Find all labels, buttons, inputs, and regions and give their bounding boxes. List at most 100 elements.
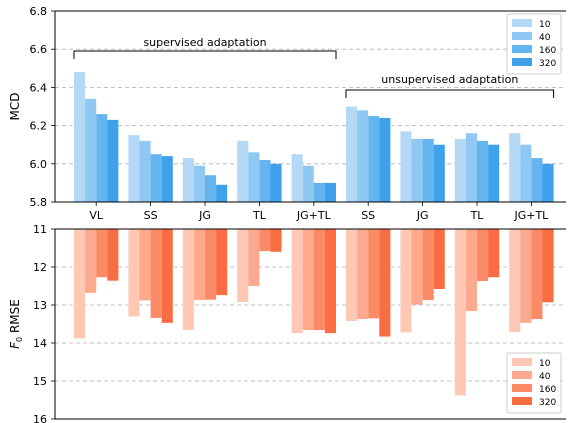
bar	[85, 98, 97, 202]
bar	[128, 135, 140, 202]
annotation-bracket	[73, 50, 337, 59]
bar	[205, 175, 217, 202]
y-tick-label: 6.8	[30, 5, 48, 18]
bar	[237, 229, 249, 302]
x-tick-label: VL	[89, 209, 104, 222]
bar	[96, 114, 108, 202]
legend-swatch	[512, 45, 532, 53]
bar	[346, 106, 358, 202]
legend-swatch	[512, 19, 532, 27]
y-tick-label: 5.8	[30, 196, 48, 209]
bar	[542, 229, 554, 303]
f0-rmse-panel: 11 12 13 14 15 16 F0 RMSE 10 40 160 320	[8, 223, 566, 423]
bar	[422, 138, 434, 202]
x-tick-label: JG+TL	[296, 209, 332, 222]
bar	[324, 229, 336, 334]
annotation-label: unsupervised adaptation	[381, 73, 518, 86]
bar	[139, 140, 151, 202]
bar	[248, 152, 260, 202]
bar	[85, 229, 97, 293]
bar	[150, 229, 162, 318]
bar	[411, 229, 423, 305]
legend-label: 160	[539, 385, 556, 395]
annotation-label: supervised adaptation	[143, 36, 266, 49]
y-tick-label: 6.6	[30, 43, 48, 56]
bar	[488, 144, 500, 202]
bar	[346, 229, 358, 321]
bar	[302, 229, 314, 331]
bar	[237, 140, 249, 202]
bar	[128, 229, 140, 317]
legend-swatch	[512, 384, 532, 392]
bar	[368, 229, 380, 319]
legend-label: 10	[539, 20, 551, 30]
x-tick-label: TL	[470, 209, 485, 222]
y-tick-label: 13	[33, 299, 47, 312]
bar	[74, 72, 86, 203]
bar	[193, 165, 205, 202]
bar	[291, 154, 303, 202]
bar	[520, 144, 532, 202]
bar	[357, 110, 369, 202]
bar	[433, 229, 445, 290]
legend-label: 160	[539, 46, 556, 56]
bar	[259, 159, 271, 202]
bar	[531, 158, 543, 202]
y-tick-label: 11	[33, 223, 47, 236]
bar	[433, 144, 445, 202]
y-tick-label: 12	[33, 261, 47, 274]
bar	[193, 229, 205, 301]
bar	[454, 229, 466, 396]
x-tick-label: TL	[252, 209, 267, 222]
bar	[313, 229, 325, 331]
legend-label: 40	[539, 372, 551, 382]
legend-swatch	[512, 58, 532, 66]
bar	[520, 229, 532, 323]
legend-label: 320	[539, 398, 556, 408]
y-tick-label: 6.4	[30, 81, 48, 94]
bar	[161, 229, 173, 323]
bar	[465, 229, 477, 312]
bar	[379, 229, 391, 337]
y-axis-label: MCD	[8, 93, 22, 121]
bar	[313, 182, 325, 202]
bar	[182, 158, 194, 202]
bar	[411, 138, 423, 202]
bar	[96, 229, 108, 278]
y-tick-label: 6.0	[30, 158, 48, 171]
legend-label: 10	[539, 359, 551, 369]
bar	[465, 133, 477, 202]
bar	[259, 229, 271, 252]
bar	[368, 116, 380, 202]
y-tick-label: 14	[33, 337, 47, 350]
bar	[161, 156, 173, 202]
bar	[324, 182, 336, 202]
annotation-bracket	[345, 89, 555, 98]
bar	[542, 163, 554, 202]
bar	[488, 229, 500, 278]
bar	[379, 117, 391, 202]
bar	[107, 119, 119, 202]
bar	[216, 184, 228, 202]
x-tick-label: JG+TL	[513, 209, 549, 222]
y-tick-label: 16	[33, 413, 47, 423]
bar	[150, 154, 162, 202]
legend-label: 40	[539, 33, 551, 43]
bar	[248, 229, 260, 286]
legend-label: 320	[539, 59, 556, 69]
bar	[302, 165, 314, 202]
bar	[107, 229, 119, 281]
legend-swatch	[512, 371, 532, 379]
bar	[270, 229, 282, 252]
y-tick-label: 15	[33, 375, 47, 388]
x-tick-label: JG	[416, 209, 429, 222]
legend-swatch	[512, 358, 532, 366]
bar	[400, 229, 412, 333]
bar	[422, 229, 434, 301]
x-tick-label: SS	[361, 209, 375, 222]
bar	[477, 140, 489, 202]
bar	[139, 229, 151, 301]
x-tick-label: SS	[144, 209, 158, 222]
bar	[477, 229, 489, 282]
